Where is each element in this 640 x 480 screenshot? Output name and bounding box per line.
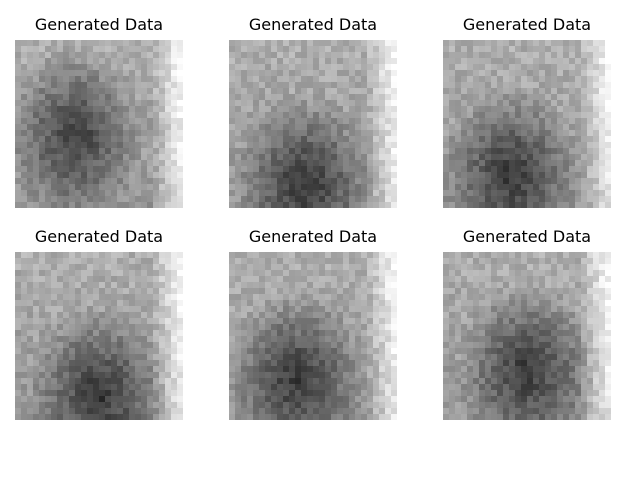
generated-image	[229, 252, 397, 420]
panel-title: Generated Data	[248, 227, 378, 246]
panel-title: Generated Data	[462, 15, 592, 34]
panel-title: Generated Data	[248, 15, 378, 34]
generated-image	[443, 40, 611, 208]
generated-image	[15, 40, 183, 208]
generated-image	[443, 252, 611, 420]
panel-title: Generated Data	[462, 227, 592, 246]
generated-image	[229, 40, 397, 208]
generated-image	[15, 252, 183, 420]
panel-title: Generated Data	[34, 15, 164, 34]
panel-title: Generated Data	[34, 227, 164, 246]
